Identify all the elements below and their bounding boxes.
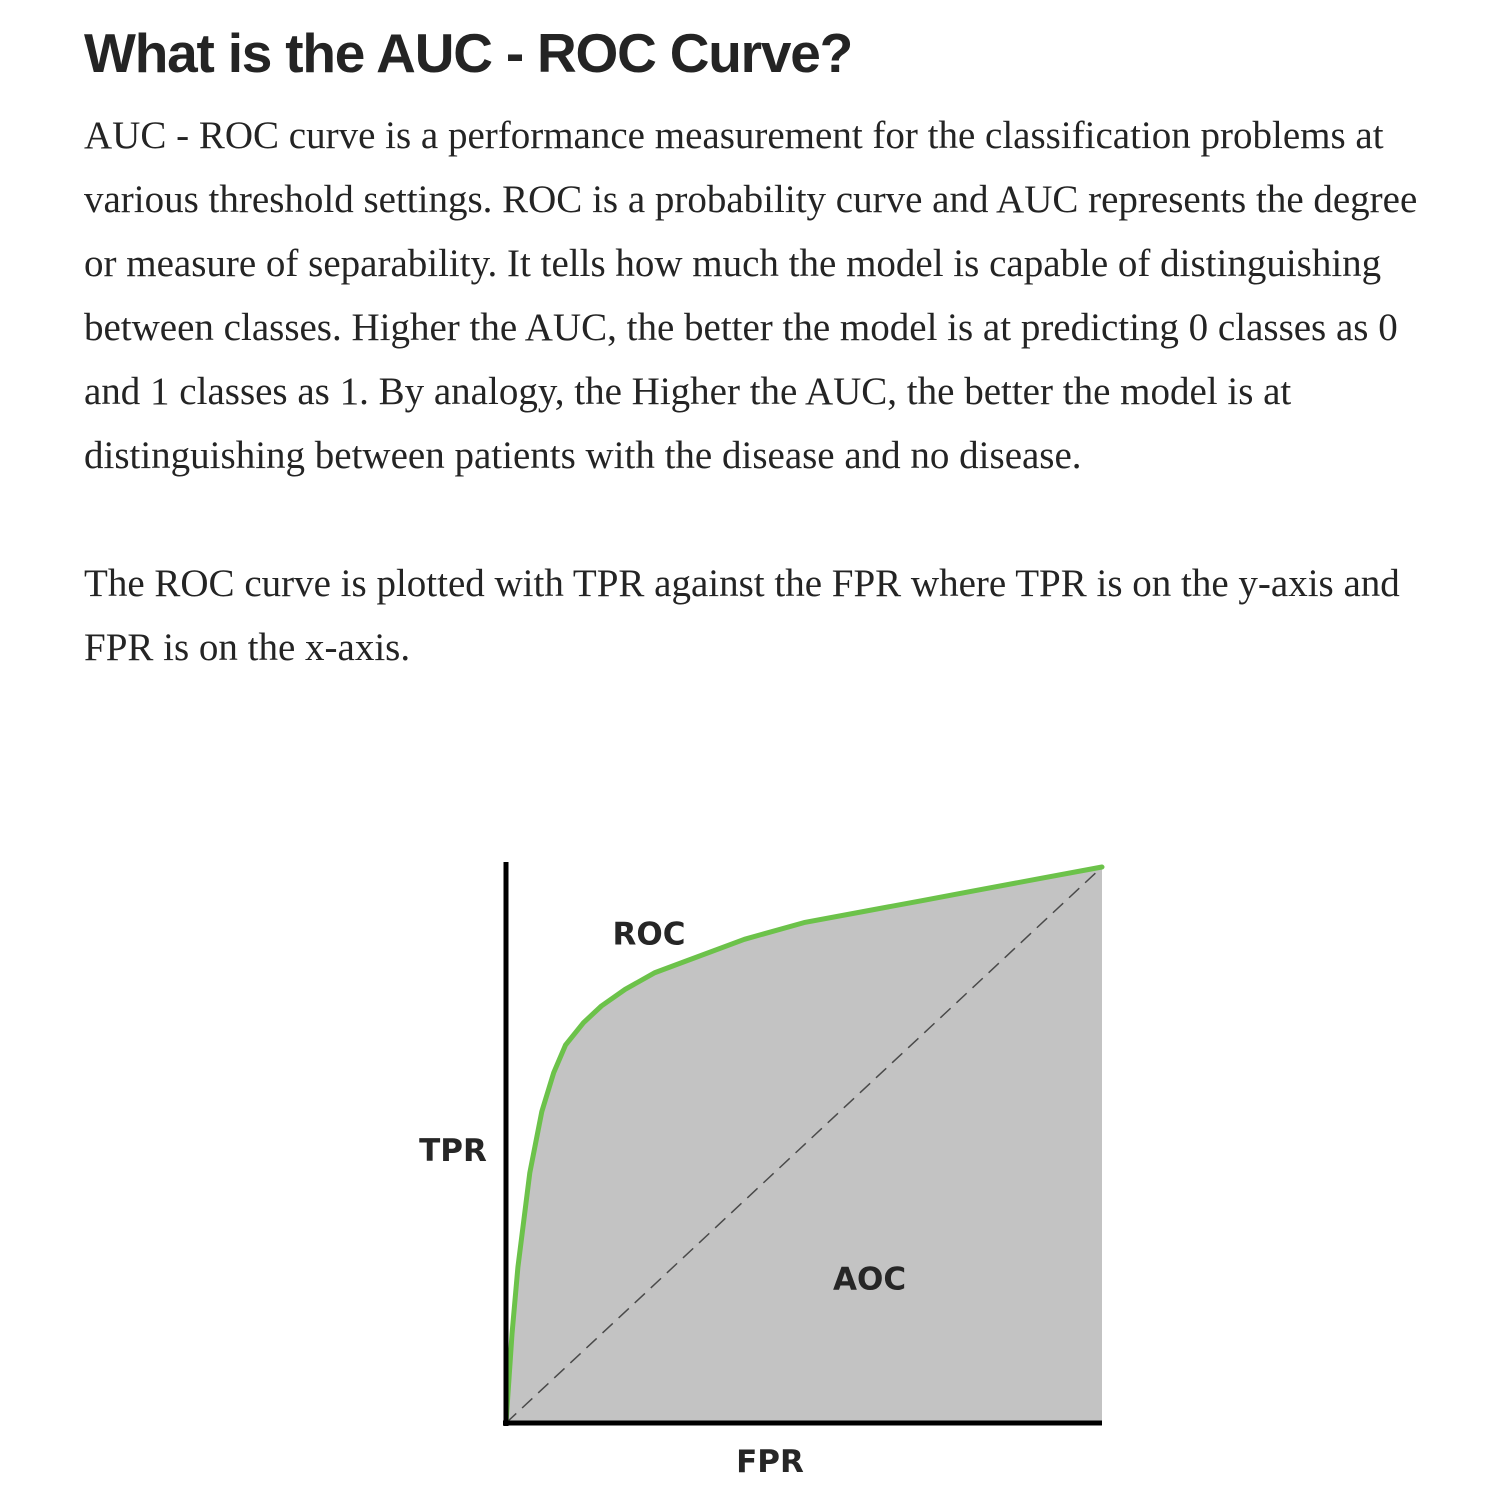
plot-area [503, 862, 1105, 1426]
article: What is the AUC - ROC Curve? AUC - ROC c… [84, 20, 1444, 680]
article-heading: What is the AUC - ROC Curve? [84, 22, 853, 84]
x-axis-label: FPR [736, 1444, 804, 1480]
y-axis-label: TPR [419, 1133, 487, 1169]
aoc-annotation: AOC [833, 1261, 906, 1297]
roc-curve-line [503, 864, 1105, 1426]
random-classifier-diagonal [505, 866, 1103, 1424]
roc-curve-figure: TPR FPR ROC AOC [400, 850, 1130, 1500]
article-paragraph-auc-definition: AUC - ROC curve is a performance measure… [84, 114, 1418, 477]
roc-chart: TPR FPR ROC AOC [419, 862, 1105, 1480]
roc-annotation: ROC [613, 917, 686, 953]
article-paragraph-roc-axes: The ROC curve is plotted with TPR agains… [84, 562, 1400, 669]
